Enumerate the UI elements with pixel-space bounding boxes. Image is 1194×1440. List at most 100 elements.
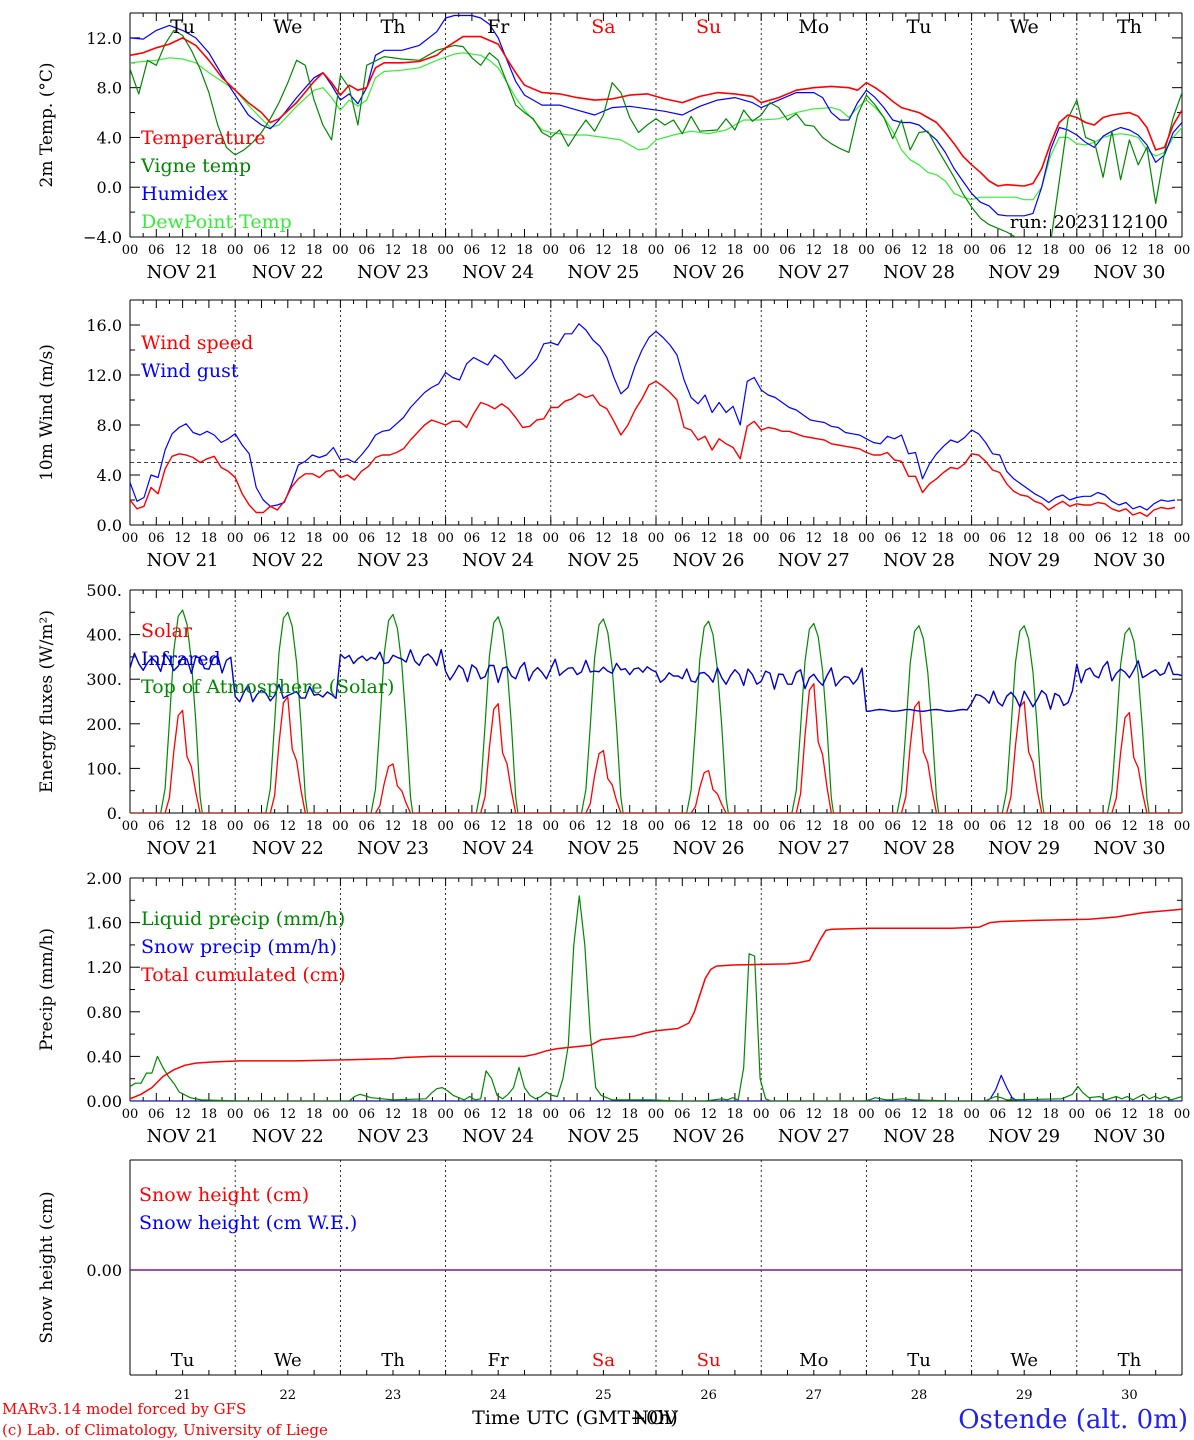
hour-tick-label: 06	[148, 1107, 165, 1122]
hour-tick-label: 12	[700, 243, 717, 258]
date-label: NOV 24	[462, 1126, 534, 1147]
legend-wind-gust: Wind gust	[141, 360, 239, 382]
hour-tick-label: 00	[963, 243, 980, 258]
hour-tick-label: 06	[1095, 243, 1112, 258]
weekday-label: We	[274, 1350, 302, 1371]
hour-tick-label: 18	[306, 1107, 323, 1122]
hour-tick-label: 12	[280, 243, 297, 258]
hour-tick-label: 00	[227, 243, 244, 258]
hour-tick-label: 18	[201, 531, 218, 546]
hour-tick-label: 12	[595, 1107, 612, 1122]
hour-tick-label: 06	[674, 531, 691, 546]
weekday-label: Tu	[907, 1350, 931, 1371]
hour-tick-label: 18	[201, 1107, 218, 1122]
weekday-label: Mo	[799, 1350, 828, 1371]
date-label: NOV 22	[252, 550, 324, 571]
date-label: NOV 26	[673, 550, 745, 571]
y-tick-label: 4.0	[97, 128, 122, 147]
weekday-label: Th	[381, 1350, 405, 1371]
hour-tick-label: 06	[884, 1107, 901, 1122]
day-number: 29	[1016, 1388, 1033, 1403]
hour-tick-label: 06	[1095, 1107, 1112, 1122]
hour-tick-label: 18	[516, 531, 533, 546]
y-tick-label: 0.00	[86, 1092, 122, 1111]
hour-tick-label: 12	[280, 531, 297, 546]
hour-tick-label: 00	[648, 819, 665, 834]
hour-tick-label: 00	[122, 1107, 139, 1122]
x-axis-title: Time UTC (GMT+0h)	[472, 1407, 678, 1429]
weekday-label: Mo	[798, 16, 829, 38]
run-label: run: 2023112100	[1010, 212, 1168, 233]
date-label: NOV 29	[988, 1126, 1060, 1147]
hour-tick-label: 12	[385, 1107, 402, 1122]
hour-tick-label: 00	[963, 531, 980, 546]
hour-tick-label: 06	[358, 1107, 375, 1122]
hour-tick-label: 12	[911, 243, 928, 258]
date-label: NOV 21	[147, 838, 219, 859]
hour-tick-label: 06	[464, 1107, 481, 1122]
hour-tick-label: 00	[648, 243, 665, 258]
hour-tick-label: 06	[990, 243, 1007, 258]
day-number: 22	[280, 1388, 297, 1403]
panel-snow: Snow height (cm) 0.00 Snow height (cm) Snow…	[37, 1159, 1183, 1403]
hour-tick-label: 00	[332, 531, 349, 546]
date-label: NOV 28	[883, 1126, 955, 1147]
hour-tick-label: 00	[858, 819, 875, 834]
hour-tick-label: 12	[595, 819, 612, 834]
hour-tick-label: 06	[464, 819, 481, 834]
hour-tick-label: 00	[543, 1107, 560, 1122]
weekday-label: We	[1010, 1350, 1038, 1371]
panel-precip: 0.00 0.40 0.80 1.20 1.60 2.00 Precip (mm/h) 00 0…	[37, 869, 1190, 1147]
hour-tick-label: 06	[358, 531, 375, 546]
legend-total-cumulated-cm-: Total cumulated (cm)	[141, 964, 346, 986]
hour-tick-label: 12	[385, 243, 402, 258]
hour-tick-label: 06	[779, 1107, 796, 1122]
hour-tick-label: 12	[700, 1107, 717, 1122]
y-axis-label: Precip (mm/h)	[37, 928, 57, 1051]
hour-tick-label: 18	[1042, 531, 1059, 546]
legend-liquid-precip-mm-h-: Liquid precip (mm/h)	[141, 908, 345, 930]
day-number: 24	[490, 1388, 507, 1403]
hour-tick-label: 00	[963, 1107, 980, 1122]
hour-tick-label: 12	[1121, 819, 1138, 834]
date-label: NOV 21	[147, 550, 219, 571]
hour-tick-label: 06	[990, 1107, 1007, 1122]
series-line-speed	[130, 380, 1176, 517]
hour-tick-label: 06	[569, 531, 586, 546]
hour-tick-label: 12	[1016, 1107, 1033, 1122]
weekday-label: Tu	[907, 16, 932, 38]
series-line-2	[130, 14, 1182, 217]
hour-tick-label: 18	[411, 243, 428, 258]
hour-tick-label: 18	[1042, 819, 1059, 834]
hour-tick-label: 18	[516, 243, 533, 258]
weekday-label: Sa	[592, 1350, 615, 1371]
y-tick-label: 200.	[86, 715, 122, 734]
hour-tick-label: 18	[727, 1107, 744, 1122]
hour-tick-label: 06	[779, 819, 796, 834]
weekday-label: Tu	[171, 1350, 195, 1371]
date-label: NOV 27	[778, 262, 850, 283]
hour-tick-label: 18	[1147, 531, 1164, 546]
date-label: NOV 21	[147, 262, 219, 283]
hour-tick-label: 06	[1095, 819, 1112, 834]
hour-tick-label: 18	[621, 1107, 638, 1122]
date-label: NOV 30	[1093, 1126, 1165, 1147]
hour-tick-label: 12	[490, 243, 507, 258]
date-label: NOV 27	[778, 838, 850, 859]
day-number: 21	[174, 1388, 191, 1403]
hour-tick-label: 18	[306, 243, 323, 258]
hour-tick-label: 00	[227, 531, 244, 546]
hour-tick-label: 00	[648, 1107, 665, 1122]
date-label: NOV 24	[462, 838, 534, 859]
hour-tick-label: 00	[227, 819, 244, 834]
hour-tick-label: 12	[911, 819, 928, 834]
hour-tick-label: 06	[464, 243, 481, 258]
hour-tick-label: 00	[1069, 243, 1086, 258]
hour-tick-label: 12	[806, 819, 823, 834]
legend-vigne-temp: Vigne temp	[140, 155, 251, 177]
date-label: NOV 25	[567, 1126, 639, 1147]
weekday-label: Su	[697, 1350, 721, 1371]
y-tick-label: 1.20	[86, 958, 122, 977]
hour-tick-label: 12	[1121, 1107, 1138, 1122]
hour-tick-label: 12	[1016, 531, 1033, 546]
